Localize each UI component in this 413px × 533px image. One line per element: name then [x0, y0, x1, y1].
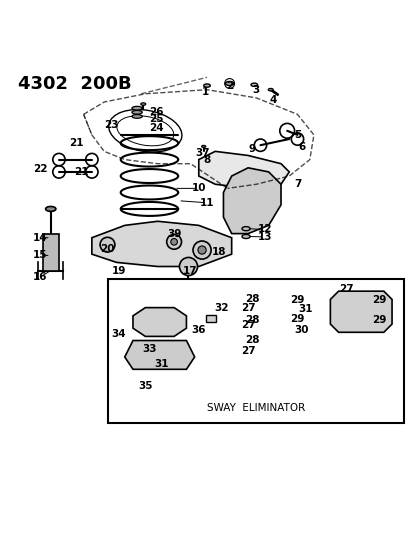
Ellipse shape: [134, 300, 139, 303]
Text: 39: 39: [166, 229, 181, 239]
Text: 28: 28: [244, 315, 259, 325]
Text: 2: 2: [225, 80, 233, 91]
Text: 27: 27: [240, 346, 255, 356]
Text: 29: 29: [290, 295, 304, 305]
Ellipse shape: [360, 294, 369, 297]
Polygon shape: [330, 291, 391, 332]
Text: 14: 14: [33, 233, 47, 243]
Ellipse shape: [140, 103, 145, 106]
Ellipse shape: [360, 287, 369, 291]
Ellipse shape: [265, 327, 278, 332]
Text: 11: 11: [199, 198, 214, 208]
Text: 5: 5: [293, 130, 300, 140]
Text: SWAY  ELIMINATOR: SWAY ELIMINATOR: [207, 403, 305, 414]
Text: 20: 20: [100, 244, 114, 254]
Circle shape: [197, 246, 206, 254]
Text: 28: 28: [244, 335, 259, 345]
Ellipse shape: [265, 305, 278, 310]
Ellipse shape: [184, 281, 192, 285]
Text: 12: 12: [257, 224, 271, 235]
Ellipse shape: [265, 341, 278, 345]
Ellipse shape: [225, 82, 233, 86]
Text: 21: 21: [74, 167, 89, 177]
Text: 35: 35: [138, 381, 152, 391]
Text: 1: 1: [201, 87, 208, 96]
Text: 16: 16: [33, 272, 47, 282]
Text: 10: 10: [191, 183, 206, 193]
Ellipse shape: [146, 391, 152, 393]
Ellipse shape: [265, 320, 278, 324]
Text: 6: 6: [297, 142, 304, 152]
Text: 7: 7: [293, 179, 300, 189]
Ellipse shape: [360, 308, 369, 311]
Bar: [43, 233, 59, 271]
Ellipse shape: [201, 146, 205, 148]
Text: 27: 27: [240, 303, 255, 313]
Ellipse shape: [268, 88, 273, 91]
Text: 36: 36: [191, 325, 206, 335]
Ellipse shape: [250, 83, 257, 86]
Text: 37: 37: [195, 148, 210, 158]
Ellipse shape: [45, 206, 56, 212]
Polygon shape: [124, 341, 194, 369]
Text: 32: 32: [214, 303, 228, 313]
Text: 31: 31: [298, 304, 312, 314]
Ellipse shape: [132, 110, 142, 114]
Text: 29: 29: [372, 315, 386, 325]
Ellipse shape: [360, 300, 369, 303]
Text: 9: 9: [248, 144, 255, 154]
Polygon shape: [198, 151, 289, 188]
Text: 13: 13: [257, 232, 271, 242]
Text: 19: 19: [111, 265, 126, 276]
Ellipse shape: [147, 368, 151, 370]
Text: 25: 25: [149, 114, 164, 124]
Text: 21: 21: [69, 138, 84, 148]
Text: 27: 27: [339, 284, 353, 294]
Text: 34: 34: [111, 329, 126, 340]
Text: 4: 4: [268, 95, 276, 105]
Text: 26: 26: [149, 107, 164, 117]
Polygon shape: [223, 168, 280, 233]
Circle shape: [171, 239, 177, 245]
Text: 30: 30: [294, 325, 308, 335]
Ellipse shape: [241, 235, 249, 239]
Ellipse shape: [241, 227, 249, 231]
Polygon shape: [133, 308, 186, 336]
Text: 28: 28: [244, 294, 259, 304]
Text: 24: 24: [149, 123, 164, 133]
Text: 29: 29: [290, 314, 304, 324]
Ellipse shape: [360, 322, 369, 326]
Ellipse shape: [265, 298, 278, 302]
Text: 8: 8: [203, 155, 210, 165]
Ellipse shape: [265, 312, 278, 317]
Ellipse shape: [360, 316, 369, 320]
Text: 33: 33: [142, 344, 156, 354]
Text: 31: 31: [154, 359, 169, 369]
Circle shape: [179, 257, 197, 276]
Text: 17: 17: [183, 265, 197, 276]
Text: 18: 18: [211, 247, 226, 257]
Bar: [206, 314, 216, 322]
Text: 23: 23: [104, 119, 119, 130]
Ellipse shape: [132, 115, 142, 118]
Ellipse shape: [132, 106, 142, 110]
Circle shape: [100, 237, 115, 252]
Polygon shape: [92, 221, 231, 266]
Text: 4302  200B: 4302 200B: [18, 75, 131, 93]
Text: 29: 29: [372, 295, 386, 305]
Ellipse shape: [265, 348, 278, 352]
Text: 27: 27: [240, 320, 255, 330]
Text: 3: 3: [252, 85, 259, 95]
Text: 15: 15: [33, 251, 47, 261]
Circle shape: [166, 235, 181, 249]
Ellipse shape: [265, 334, 278, 338]
Ellipse shape: [203, 84, 210, 87]
Ellipse shape: [265, 291, 278, 295]
Text: 22: 22: [33, 164, 47, 174]
Circle shape: [192, 241, 211, 259]
FancyBboxPatch shape: [108, 279, 404, 423]
